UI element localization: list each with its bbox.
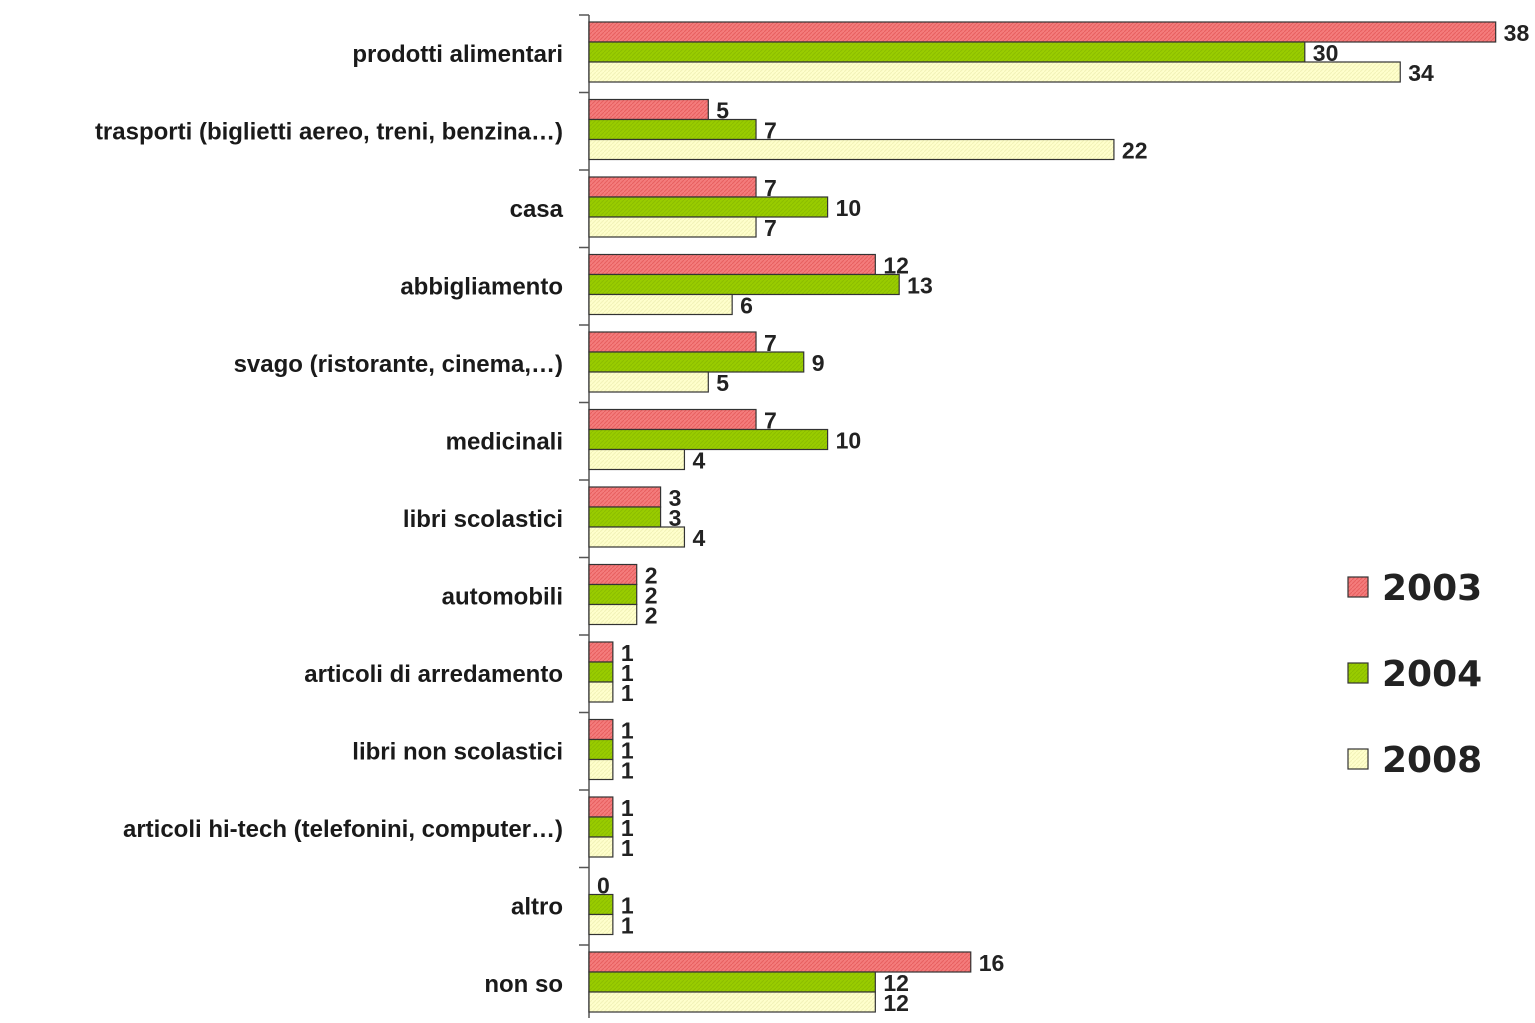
data-label-2008: 5: [716, 370, 729, 396]
data-label-2003: 7: [764, 330, 777, 356]
data-label-2004: 10: [836, 195, 862, 221]
data-label-2003: 3: [669, 485, 682, 511]
bar-2003: [588, 21, 1497, 43]
data-label-2004: 9: [812, 350, 825, 376]
bar-2008: [588, 913, 614, 936]
data-label-2004: 1: [621, 738, 634, 764]
data-label-2003: 7: [764, 175, 777, 201]
bar-2003: [588, 408, 757, 431]
bar-2003: [588, 98, 709, 121]
bar-2004: [588, 428, 829, 451]
data-label-2003: 7: [764, 408, 777, 434]
bar-2004: [588, 816, 614, 838]
category-label: prodotti alimentari: [352, 41, 563, 68]
category-label: automobili: [442, 583, 563, 610]
bar-2003: [588, 718, 614, 741]
bar-2003: [588, 253, 876, 276]
data-label-2008: 1: [621, 835, 634, 861]
bar-2004: [588, 506, 662, 528]
bar-2008: [588, 603, 638, 626]
data-label-2003: 38: [1504, 20, 1530, 46]
category-label: trasporti (biglietti aereo, treni, benzi…: [95, 118, 563, 145]
bar-2003: [588, 796, 614, 818]
data-label-2004: 1: [621, 815, 634, 841]
bar-2004: [588, 583, 638, 606]
data-label-2008: 7: [764, 215, 777, 241]
legend-swatch-2004: [1347, 662, 1369, 684]
bar-2003: [588, 331, 757, 353]
data-label-2008: 22: [1122, 138, 1148, 164]
data-label-2003: 1: [621, 795, 634, 821]
legend-swatch-2003: [1347, 576, 1369, 598]
bar-2004: [588, 118, 757, 141]
data-label-2003: 1: [621, 718, 634, 744]
bar-2008: [588, 758, 614, 781]
data-label-2004: 10: [836, 428, 862, 454]
data-label-2008: 2: [645, 603, 658, 629]
bar-2008: [588, 681, 614, 703]
data-label-2004: 2: [645, 583, 658, 609]
legend-label-2008: 2008: [1382, 740, 1482, 781]
data-label-2008: 6: [740, 293, 753, 319]
legend-label-2003: 2003: [1382, 568, 1482, 609]
category-label: altro: [511, 893, 563, 920]
data-label-2004: 1: [621, 893, 634, 919]
category-label: medicinali: [446, 428, 563, 455]
data-label-2008: 1: [621, 913, 634, 939]
category-label: articoli di arredamento: [304, 661, 563, 688]
bar-2004: [588, 971, 876, 993]
bar-2008: [588, 371, 709, 393]
bar-2004: [588, 273, 900, 296]
bar-2003: [588, 563, 638, 586]
data-label-2004: 1: [621, 660, 634, 686]
data-label-2008: 12: [883, 990, 909, 1016]
bar-2004: [588, 738, 614, 761]
bar-2004: [588, 893, 614, 916]
bar-2008: [588, 526, 686, 548]
category-label: non so: [484, 971, 563, 998]
bar-2003: [588, 641, 614, 663]
data-label-2003: 1: [621, 640, 634, 666]
data-label-2008: 34: [1408, 60, 1434, 86]
bar-2008: [588, 836, 614, 858]
data-label-2003: 2: [645, 563, 658, 589]
bar-2008: [588, 216, 757, 238]
data-label-2003: 5: [716, 98, 729, 124]
bar-2004: [588, 196, 829, 218]
data-label-2003: 16: [979, 950, 1005, 976]
bar-2004: [588, 41, 1306, 63]
data-label-2004: 7: [764, 118, 777, 144]
bar-2008: [588, 991, 876, 1013]
bar-2004: [588, 351, 805, 373]
legend-label-2004: 2004: [1382, 654, 1482, 695]
data-label-2004: 3: [669, 505, 682, 531]
category-label: libri scolastici: [403, 506, 563, 533]
category-label: abbigliamento: [400, 273, 563, 300]
data-label-2008: 4: [692, 448, 705, 474]
legend: 2003 2004 2008: [1347, 568, 1482, 781]
bar-2008: [588, 448, 686, 471]
bar-2008: [588, 293, 733, 316]
category-label: libri non scolastici: [352, 738, 563, 765]
bar-2003: [588, 951, 972, 973]
bar-2003: [588, 176, 757, 198]
data-label-2008: 1: [621, 758, 634, 784]
bar-2004: [588, 661, 614, 683]
data-label-2008: 4: [692, 525, 705, 551]
data-label-2004: 13: [907, 273, 933, 299]
data-label-2003: 0: [597, 873, 610, 899]
data-label-2004: 12: [883, 970, 909, 996]
category-label: articoli hi-tech (telefonini, computer…): [123, 816, 563, 843]
bar-2008: [588, 138, 1115, 161]
category-label: casa: [510, 196, 564, 223]
bar-2003: [588, 486, 662, 508]
bar-2008: [588, 61, 1401, 83]
data-label-2008: 1: [621, 680, 634, 706]
legend-swatch-2008: [1347, 748, 1369, 770]
category-label: svago (ristorante, cinema,…): [234, 351, 563, 378]
